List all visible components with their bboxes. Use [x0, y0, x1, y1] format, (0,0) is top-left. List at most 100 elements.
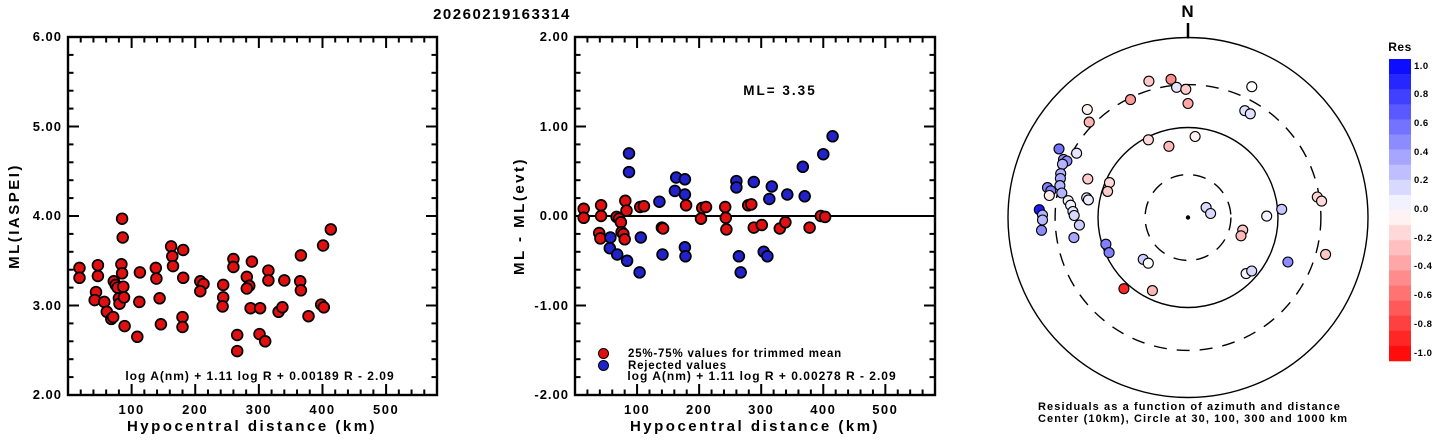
- azimuth-residual-point: [1083, 116, 1095, 128]
- accepted-residual-point: [745, 198, 758, 211]
- station-magnitude-point: [98, 295, 111, 309]
- colorbar-segment: [1389, 255, 1411, 271]
- azimuth-residual-point: [1102, 185, 1114, 197]
- accepted-residual-point: [699, 200, 713, 214]
- station-magnitude-point: [117, 280, 130, 293]
- accepted-residual-point: [620, 204, 633, 217]
- page-title: 20260219163314: [433, 6, 571, 23]
- accepted-residual-point: [779, 216, 792, 229]
- rejected-residual-point: [730, 181, 743, 194]
- x-tick-label: 500: [872, 402, 899, 417]
- residual-colorbar: [1389, 59, 1411, 362]
- azimuth-residual-point: [1171, 81, 1183, 93]
- station-magnitude-point: [73, 271, 86, 285]
- distance-ring-100km: [1097, 126, 1279, 309]
- station-magnitude-point: [115, 267, 129, 280]
- rejected-residual-point: [763, 192, 776, 206]
- colorbar-tick-label: -0.6: [1414, 290, 1433, 302]
- azimuth-residual-point: [1235, 230, 1247, 242]
- azimuth-residual-point: [1189, 130, 1201, 143]
- rejected-residual-point: [620, 254, 634, 268]
- accepted-residual-point: [594, 232, 607, 245]
- rejected-residual-point: [622, 147, 636, 160]
- station-magnitude-point: [317, 301, 331, 314]
- colorbar-tick-label: -1.0: [1414, 347, 1433, 359]
- station-magnitude-point: [276, 301, 289, 314]
- azimuth-residual-point: [1124, 94, 1137, 106]
- colorbar-title: Res: [1388, 40, 1412, 54]
- azimuth-residual-point: [1068, 232, 1080, 244]
- accepted-residual-point: [719, 211, 733, 225]
- y-tick-label: 2.00: [32, 387, 62, 402]
- azimuth-residual-point: [1071, 147, 1083, 159]
- colorbar-tick-label: 1.0: [1414, 60, 1429, 72]
- colorbar-tick-label: 0.8: [1414, 89, 1429, 101]
- azimuth-residual-point: [1205, 207, 1217, 220]
- y-tick-label: 2.00: [539, 29, 569, 44]
- y-tick-label: 3.00: [32, 297, 62, 313]
- colorbar-segment: [1389, 164, 1411, 181]
- colorbar-tick-label: -0.2: [1414, 232, 1433, 244]
- station-magnitude-point: [194, 284, 207, 298]
- accepted-residual-point: [637, 199, 651, 213]
- rejected-residual-point: [678, 173, 692, 186]
- azimuth-residual-point: [1082, 173, 1094, 185]
- station-magnitude-point: [278, 274, 291, 287]
- station-magnitude-point: [166, 259, 180, 273]
- rejected-residual-point: [678, 188, 692, 201]
- x-tick-label: 200: [182, 402, 209, 417]
- colorbar-tick-label: 0.0: [1414, 204, 1429, 215]
- north-label: N: [1181, 2, 1195, 21]
- azimuth-residual-point: [1163, 140, 1175, 152]
- rejected-residual-point: [781, 188, 794, 201]
- azimuth-residual-point: [1165, 73, 1177, 85]
- hypocentral-distance-axis-label-middle: Hypocentral distance (km): [629, 418, 881, 435]
- attenuation-formula-left: log A(nm) + 1.11 log R + 0.00189 R - 2.0…: [125, 369, 395, 383]
- rejected-residual-point: [747, 175, 761, 189]
- station-magnitude-point: [133, 295, 146, 309]
- azimuth-residual-point: [1180, 83, 1192, 95]
- station-magnitude-point: [106, 310, 120, 324]
- colorbar-segment: [1389, 345, 1411, 362]
- ml-value-label: ML= 3.35: [743, 83, 817, 98]
- rejected-residual-point: [765, 180, 779, 193]
- station-magnitude-point: [131, 330, 144, 344]
- station-magnitude-point: [230, 344, 244, 358]
- station-magnitude-point: [302, 309, 315, 323]
- distance-ring-30km: [1144, 173, 1232, 262]
- accepted-residual-point: [818, 210, 832, 224]
- rejected-residual-point: [634, 231, 648, 244]
- azimuth-residual-point: [1276, 203, 1288, 215]
- colorbar-segment: [1389, 89, 1411, 105]
- azimuth-residual-point: [1118, 283, 1130, 295]
- azimuth-residual-point: [1282, 256, 1294, 268]
- azimuth-residual-point: [1056, 187, 1068, 199]
- azimuth-residual-point: [1142, 134, 1154, 146]
- y-tick-label: 1.00: [539, 118, 569, 134]
- colorbar-segment: [1389, 300, 1411, 316]
- colorbar-segment: [1389, 225, 1411, 241]
- rejected-residual-point: [798, 190, 811, 203]
- rejected-residual-point: [604, 231, 617, 244]
- rejected-residual-point: [796, 160, 810, 174]
- azimuth-residual-point: [1261, 210, 1273, 222]
- station-magnitude-point: [258, 335, 272, 348]
- station-magnitude-point: [153, 292, 166, 305]
- accepted-residual-point: [755, 218, 769, 232]
- colorbar-segment: [1389, 210, 1411, 226]
- azimuth-residual-point: [1081, 103, 1093, 116]
- azimuth-residual-point: [1103, 247, 1115, 259]
- polar-caption-line1: Residuals as a function of azimuth and d…: [1038, 401, 1341, 413]
- azimuth-residual-point: [1056, 158, 1069, 170]
- station-magnitude-point: [116, 231, 129, 244]
- y-tick-label: -1.00: [534, 297, 569, 313]
- colorbar-segment: [1389, 104, 1411, 120]
- residual-vs-distance-plot: [573, 35, 937, 397]
- colorbar-segment: [1389, 59, 1411, 75]
- azimuth-residual-point: [1143, 75, 1155, 87]
- station-magnitude-point: [253, 301, 267, 315]
- azimuth-residual-point: [1035, 224, 1048, 236]
- rejected-residual-point: [732, 250, 746, 263]
